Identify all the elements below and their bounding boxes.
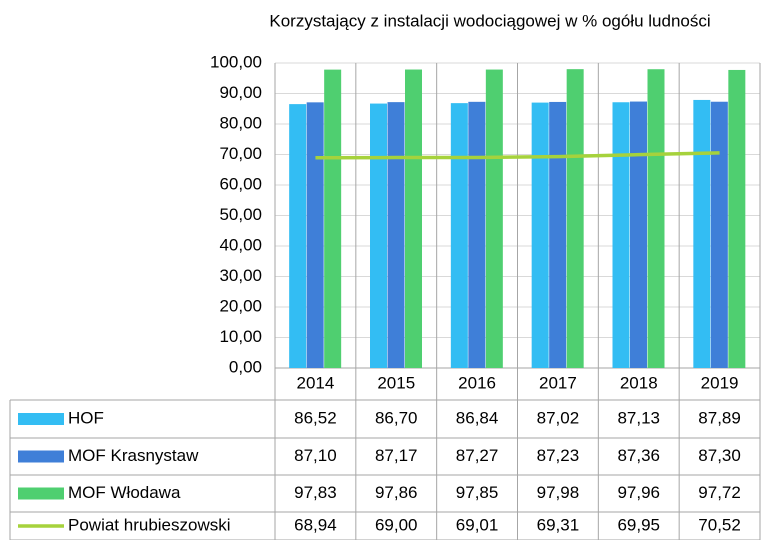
table-value: 86,70 — [375, 408, 418, 427]
bar — [405, 69, 422, 368]
table-value: 87,02 — [537, 408, 580, 427]
table-value: 87,27 — [456, 446, 499, 465]
table-value: 69,31 — [537, 515, 580, 534]
legend-label: MOF Włodawa — [68, 483, 181, 502]
bar — [630, 101, 647, 368]
bar — [324, 69, 342, 368]
table-value: 87,13 — [617, 408, 660, 427]
y-tick-label: 30,00 — [219, 266, 262, 285]
bar — [566, 69, 584, 368]
legend-key — [18, 487, 64, 500]
bar — [468, 101, 486, 368]
bar — [549, 101, 567, 369]
y-tick-label: 10,00 — [219, 327, 262, 346]
y-tick-label: 0,00 — [229, 357, 262, 376]
bar — [647, 69, 665, 369]
chart-title: Korzystający z instalacji wodociągowej w… — [269, 11, 710, 30]
y-tick-label: 80,00 — [219, 113, 262, 132]
table-value: 70,52 — [698, 515, 741, 534]
table-value: 86,84 — [456, 408, 499, 427]
y-tick-label: 50,00 — [219, 205, 262, 224]
y-tick-label: 40,00 — [219, 235, 262, 254]
table-value: 97,98 — [537, 483, 580, 502]
bar — [387, 102, 405, 368]
bar — [485, 69, 503, 369]
table-value: 87,23 — [537, 446, 580, 465]
bar — [531, 102, 549, 369]
bar — [710, 101, 728, 369]
table-value: 69,95 — [617, 515, 660, 534]
x-tick-label: 2017 — [539, 373, 577, 392]
y-tick-label: 100,00 — [210, 52, 262, 71]
table-value: 87,10 — [294, 446, 337, 465]
y-tick-label: 90,00 — [219, 83, 262, 102]
bar — [693, 99, 711, 369]
table-value: 97,83 — [294, 483, 337, 502]
table-value: 87,17 — [375, 446, 418, 465]
legend-label: MOF Krasnystaw — [68, 446, 199, 465]
table-value: 97,96 — [617, 483, 660, 502]
bar — [612, 102, 630, 368]
bar — [370, 103, 387, 368]
line-series — [315, 151, 720, 160]
bar — [306, 102, 324, 368]
legend-label: HOF — [68, 408, 104, 427]
bar — [728, 69, 746, 368]
bar — [289, 104, 307, 368]
y-tick-label: 20,00 — [219, 296, 262, 315]
table-value: 97,85 — [456, 483, 499, 502]
x-tick-label: 2014 — [297, 373, 335, 392]
table-value: 68,94 — [294, 515, 337, 534]
table-value: 97,72 — [698, 483, 741, 502]
x-tick-label: 2019 — [701, 373, 739, 392]
x-tick-label: 2018 — [620, 373, 658, 392]
y-tick-label: 70,00 — [219, 144, 262, 163]
legend-key — [18, 413, 64, 425]
table-value: 69,00 — [375, 515, 418, 534]
table-value: 86,52 — [294, 408, 337, 427]
table-value: 87,89 — [698, 408, 741, 427]
x-tick-label: 2016 — [458, 373, 496, 392]
table-value: 87,30 — [698, 446, 741, 465]
table-value: 97,86 — [375, 483, 418, 502]
bar — [450, 103, 468, 368]
y-tick-label: 60,00 — [219, 174, 262, 193]
legend-key — [18, 450, 64, 463]
legend-label: Powiat hrubieszowski — [68, 515, 231, 534]
x-tick-label: 2015 — [377, 373, 415, 392]
table-value: 87,36 — [617, 446, 660, 465]
table-value: 69,01 — [456, 515, 499, 534]
